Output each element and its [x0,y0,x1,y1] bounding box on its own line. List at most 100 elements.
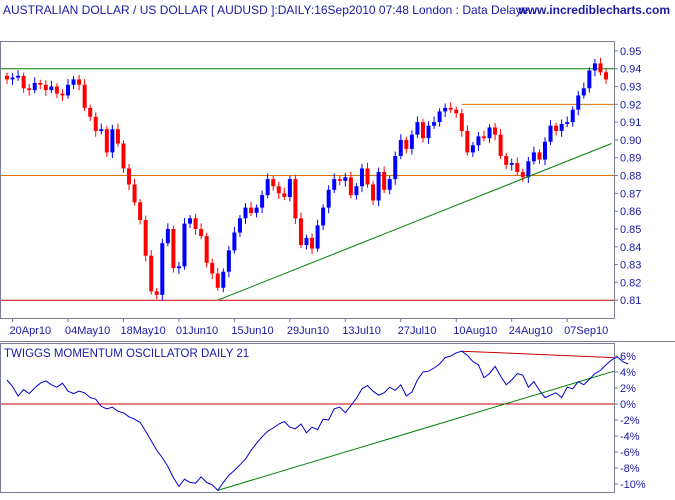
date-tick-label-8: 10Aug10 [453,325,497,337]
candle-body-64 [359,168,364,187]
candle-body-38 [215,273,220,288]
candle-body-86 [481,136,486,139]
candle-body-80 [448,107,453,110]
candle-body-34 [193,218,198,229]
price-tick-label-12: 0.93 [620,82,641,94]
osc-tick-label-7: -8% [620,463,640,475]
candle-body-52 [293,179,298,219]
candle-body-1 [10,77,15,80]
candle-body-102 [570,109,575,123]
candle-body-77 [432,122,437,126]
date-tick-label-6: 13Jul10 [342,325,381,337]
candle-body-88 [493,127,498,135]
date-tick-label-4: 15Jun10 [231,325,273,337]
price-tick-label-2: 0.83 [620,260,641,272]
osc-tick-label-2: 2% [620,383,636,395]
candle-body-90 [504,155,509,165]
price-tick-label-7: 0.88 [620,171,641,183]
candle-body-58 [326,189,331,208]
price-trendline-0 [217,143,612,301]
oscillator-title: TWIGGS MOMENTUM OSCILLATOR DAILY 21 [4,348,249,360]
osc-tick-label-4: -2% [620,415,640,427]
candle-body-75 [420,122,425,139]
candle-body-26 [149,255,154,292]
candle-body-55 [310,237,315,249]
price-trendlines [217,143,612,301]
candle-body-76 [426,125,431,139]
candle-body-35 [199,228,204,237]
date-tick-label-2: 18May10 [120,325,165,337]
oscillator-series [6,350,629,492]
candle-body-2 [16,75,21,78]
price-tick-label-8: 0.89 [620,153,641,165]
date-tick-label-10: 07Sep10 [564,325,608,337]
price-y-axis: 0.81 0.82 0.83 0.84 0.85 0.86 0.87 0.88 0.89 0.90… [614,46,641,307]
candle-body-41 [232,232,237,251]
candle-body-57 [321,207,326,226]
candle-body-51 [287,179,292,197]
candle-body-3 [21,75,26,89]
candle-body-95 [531,152,536,162]
candle-body-50 [282,193,287,197]
oscillator-trendline-0 [217,370,615,491]
candle-body-47 [265,179,270,196]
candle-body-61 [343,177,348,181]
oscillator-line [6,350,629,492]
candle-body-79 [443,107,448,112]
candle-body-62 [348,177,353,196]
candle-body-25 [143,220,148,256]
candle-body-107 [598,63,603,73]
date-tick-label-5: 29Jun10 [287,325,329,337]
osc-tick-label-0: 6% [620,351,636,363]
candle-body-15 [88,107,93,117]
price-tick-label-13: 0.94 [620,64,641,76]
chart-title: AUSTRALIAN DOLLAR / US DOLLAR [ AUDUSD ]… [3,3,535,17]
candle-body-20 [115,129,120,144]
candle-body-31 [176,266,181,269]
candle-body-40 [226,250,231,272]
candle-body-74 [415,122,420,135]
candle-body-18 [104,129,109,153]
candle-body-92 [515,163,520,172]
candle-body-69 [387,179,392,190]
candle-body-73 [409,134,414,149]
price-tick-label-4: 0.85 [620,224,641,236]
candle-body-46 [260,195,265,208]
oscillator-trendline-1 [461,350,615,359]
candle-body-97 [542,141,547,160]
candle-body-44 [249,207,254,213]
price-tick-label-5: 0.86 [620,206,641,218]
candle-body-28 [160,243,165,295]
candle-body-81 [454,109,459,114]
candle-body-89 [498,134,503,156]
candle-body-94 [526,161,531,178]
candle-body-10 [60,93,65,96]
candle-body-30 [171,228,176,269]
candle-body-83 [465,131,470,153]
candle-body-37 [210,262,215,274]
candle-body-67 [376,171,381,201]
candle-body-96 [537,152,542,160]
candle-body-22 [127,168,132,185]
oscillator-y-axis: 6% 4% 2% 0% -2% -4% -6% -8% -10% [614,351,646,491]
candle-body-23 [132,184,137,203]
candle-body-60 [337,179,342,181]
date-tick-label-7: 27Jul10 [398,325,437,337]
price-tick-label-1: 0.82 [620,277,641,289]
candle-body-33 [188,218,193,224]
candle-body-12 [71,79,76,85]
candle-body-29 [165,228,170,244]
date-x-axis: 20Apr10 04May10 18May10 01Jun10 15Jun10 29Jun… [10,318,608,337]
price-tick-label-9: 0.90 [620,135,641,147]
candle-body-91 [509,163,514,165]
candle-body-99 [554,125,559,132]
osc-tick-label-1: 4% [620,367,636,379]
date-tick-label-3: 01Jun10 [176,325,218,337]
candle-body-39 [221,271,226,288]
oscillator-trendlines [217,350,615,491]
site-url[interactable]: www.incrediblecharts.com [517,3,670,17]
candle-body-100 [559,123,564,132]
price-candles [5,57,608,301]
